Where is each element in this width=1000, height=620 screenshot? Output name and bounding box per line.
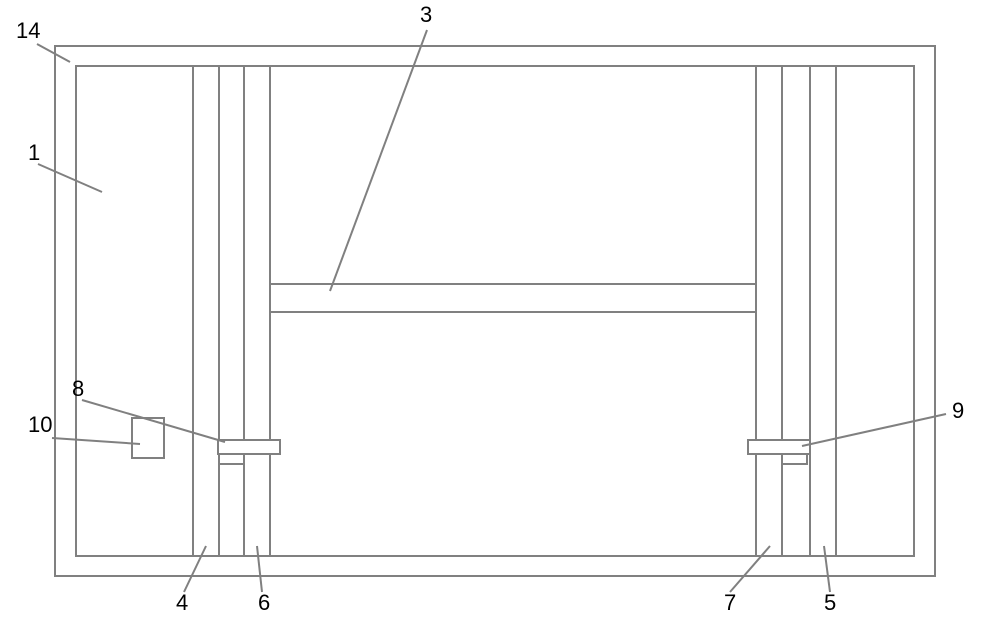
label-l6: 6: [258, 590, 270, 615]
label-l14: 14: [16, 18, 40, 43]
bracket-left: [218, 440, 280, 454]
column-left-inner: [244, 66, 270, 556]
label-l8: 8: [72, 376, 84, 401]
column-right-inner: [756, 66, 782, 556]
bracket-right: [748, 440, 810, 454]
label-l5: 5: [824, 590, 836, 615]
crossbar: [270, 284, 756, 312]
label-l9: 9: [952, 398, 964, 423]
column-right-outer: [810, 66, 836, 556]
bracket-left-notch: [219, 454, 244, 464]
label-l3: 3: [420, 2, 432, 27]
label-l1: 1: [28, 140, 40, 165]
column-left-outer: [193, 66, 219, 556]
label-l7: 7: [724, 590, 736, 615]
label-l10: 10: [28, 412, 52, 437]
block-10: [132, 418, 164, 458]
label-l4: 4: [176, 590, 188, 615]
bracket-right-notch: [782, 454, 807, 464]
